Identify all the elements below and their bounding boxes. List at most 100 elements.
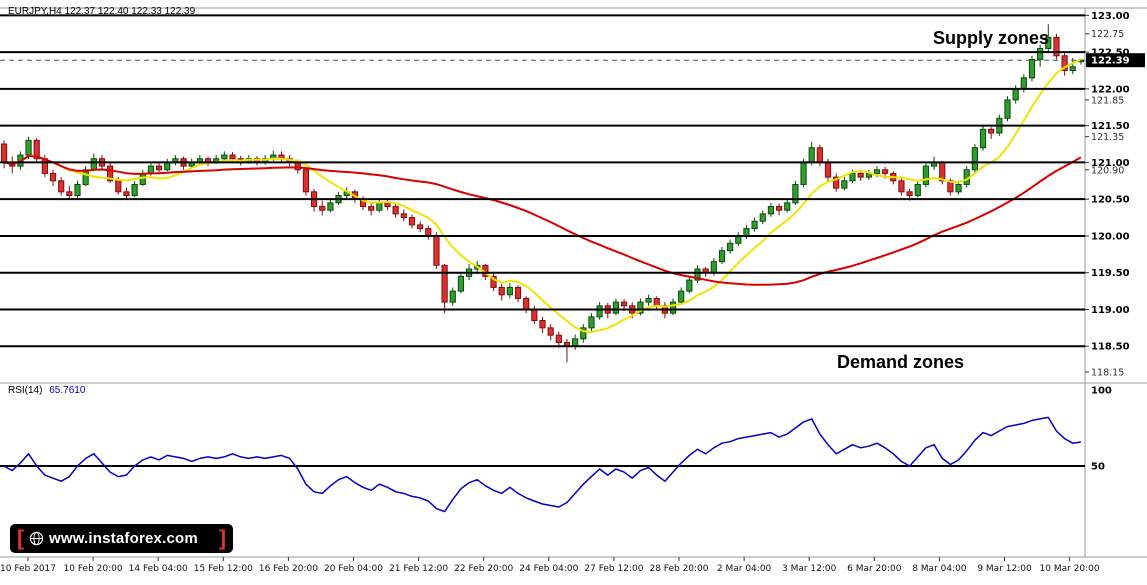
- price-axis-label: 121.35: [1091, 132, 1124, 143]
- rsi-indicator-name: RSI(14): [8, 385, 43, 396]
- candle-body: [433, 235, 440, 266]
- time-axis-label: 16 Feb 20:00: [259, 564, 318, 574]
- price-axis-label: 120.50: [1091, 195, 1130, 206]
- logo-text: www.instaforex.com: [49, 530, 198, 547]
- candle-body: [164, 161, 171, 171]
- candle-body: [1069, 66, 1076, 72]
- candle-body: [767, 206, 775, 215]
- candle-body: [678, 290, 685, 303]
- time-axis-label: 3 Mar 12:00: [782, 564, 837, 574]
- candle-body: [857, 172, 864, 178]
- time-axis-label: 8 Mar 04:00: [912, 564, 967, 574]
- candle-body: [882, 169, 889, 174]
- candle-body: [612, 301, 620, 314]
- candle-body: [849, 172, 856, 182]
- candle-body: [686, 279, 693, 292]
- candle-body: [490, 275, 497, 288]
- candle-body: [523, 297, 530, 310]
- demand-zones-annotation: Demand zones: [837, 352, 965, 372]
- candle-body: [955, 183, 962, 193]
- time-axis-label: 21 Feb 12:00: [389, 564, 448, 574]
- candle-body: [694, 268, 701, 281]
- candle-body: [155, 165, 163, 171]
- candle-body: [0, 143, 8, 163]
- candle-body: [816, 147, 823, 163]
- price-axis-label: 122.75: [1091, 29, 1124, 40]
- time-axis-label: 10 Feb 2017: [0, 564, 56, 574]
- candle-body: [294, 161, 301, 171]
- candle-body: [58, 180, 65, 193]
- time-axis-label: 24 Feb 04:00: [519, 564, 578, 574]
- candle-body: [531, 308, 538, 321]
- candle-body: [417, 224, 424, 230]
- price-axis-label: 118.50: [1091, 342, 1130, 353]
- symbol-ohlc-title: EURJPY,H4 122.37 122.40 122.33 122.39: [8, 6, 196, 17]
- candle-body: [580, 327, 587, 340]
- time-axis-label: 6 Mar 20:00: [847, 564, 902, 574]
- price-axis-label: 123.00: [1091, 11, 1130, 22]
- candle-body: [1045, 36, 1052, 49]
- candle-body: [147, 165, 155, 174]
- candle-body: [555, 334, 562, 344]
- candle-body: [90, 158, 97, 171]
- current-price-badge-text: 122.39: [1091, 56, 1130, 67]
- candle-body: [368, 206, 375, 211]
- candle-body: [1004, 99, 1011, 119]
- candle-body: [514, 286, 522, 299]
- current-price-badge: [1086, 53, 1145, 68]
- price-axis-label: 122.50: [1091, 48, 1130, 59]
- ma-slow-line: [3, 155, 1082, 286]
- candle-body: [898, 180, 905, 193]
- time-axis-label: 10 Feb 20:00: [64, 564, 123, 574]
- candle-body: [425, 228, 432, 237]
- time-axis-label: 14 Feb 04:00: [129, 564, 188, 574]
- candle-body: [539, 320, 546, 329]
- globe-icon: [29, 531, 44, 546]
- rsi-line: [3, 416, 1082, 513]
- candle-body: [808, 147, 815, 163]
- candle-body: [710, 261, 717, 274]
- candle-body: [645, 297, 652, 303]
- price-axis-label: 119.00: [1091, 305, 1130, 316]
- candle-body: [784, 202, 791, 211]
- candle-body: [392, 206, 399, 215]
- candle-body: [1053, 36, 1060, 57]
- candle-body: [914, 183, 921, 196]
- candle-body: [408, 217, 416, 226]
- candle-body: [107, 165, 114, 182]
- candle-body: [906, 191, 913, 197]
- candle-body: [376, 202, 383, 211]
- candle-body: [735, 235, 742, 244]
- candle-body: [221, 154, 228, 160]
- candle-body: [759, 213, 766, 222]
- candle-body: [66, 191, 73, 197]
- candle-body: [939, 161, 946, 182]
- candle-body: [637, 301, 644, 314]
- candle-body: [139, 172, 146, 185]
- candle-body: [596, 305, 603, 318]
- price-axis-label: 122.00: [1091, 84, 1130, 95]
- candle-body: [327, 202, 334, 211]
- candle-body: [718, 250, 726, 263]
- candle-body: [498, 286, 505, 296]
- price-axis-label: 121.00: [1091, 158, 1130, 169]
- candle-body: [988, 128, 995, 134]
- rsi-axis-label: 50: [1091, 462, 1105, 473]
- candle-body: [751, 220, 758, 230]
- candle-body: [441, 264, 448, 303]
- candle-body: [82, 169, 89, 185]
- candle-body: [1012, 88, 1019, 101]
- rsi-axis-label: 100: [1091, 386, 1112, 397]
- time-axis-label: 15 Feb 12:00: [194, 564, 253, 574]
- instaforex-logo[interactable]: [ www.instaforex.com ]: [10, 524, 233, 553]
- candle-body: [824, 161, 832, 178]
- time-axis-label: 9 Mar 12:00: [977, 564, 1032, 574]
- candle-body: [873, 169, 881, 174]
- candle-body: [971, 147, 978, 171]
- candle-body: [384, 202, 391, 208]
- logo-bracket-right: ]: [219, 526, 226, 550]
- price-axis-label: 120.00: [1091, 231, 1130, 242]
- price-axis-label: 119.50: [1091, 268, 1130, 279]
